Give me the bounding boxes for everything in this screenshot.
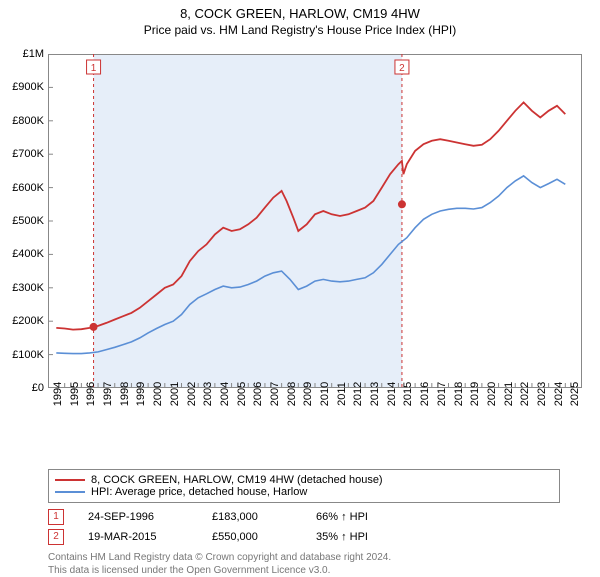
container: 8, COCK GREEN, HARLOW, CM19 4HW Price pa… — [0, 0, 600, 560]
legend: 8, COCK GREEN, HARLOW, CM19 4HW (detache… — [48, 469, 560, 503]
legend-item: 8, COCK GREEN, HARLOW, CM19 4HW (detache… — [55, 474, 553, 486]
marker-table: 124-SEP-1996£183,00066% ↑ HPI219-MAR-201… — [48, 507, 560, 547]
svg-text:1: 1 — [91, 63, 97, 74]
chart-plot: 12 — [48, 54, 582, 388]
legend-item: HPI: Average price, detached house, Harl… — [55, 486, 553, 498]
licence-line2: This data is licensed under the Open Gov… — [48, 564, 560, 577]
marker-row: 124-SEP-1996£183,00066% ↑ HPI — [48, 507, 560, 527]
licence-line1: Contains HM Land Registry data © Crown c… — [48, 551, 560, 564]
licence-text: Contains HM Land Registry data © Crown c… — [48, 551, 560, 577]
svg-text:2: 2 — [399, 63, 405, 74]
chart-subtitle: Price paid vs. HM Land Registry's House … — [0, 21, 600, 41]
chart-title: 8, COCK GREEN, HARLOW, CM19 4HW — [0, 0, 600, 21]
marker-row: 219-MAR-2015£550,00035% ↑ HPI — [48, 527, 560, 547]
